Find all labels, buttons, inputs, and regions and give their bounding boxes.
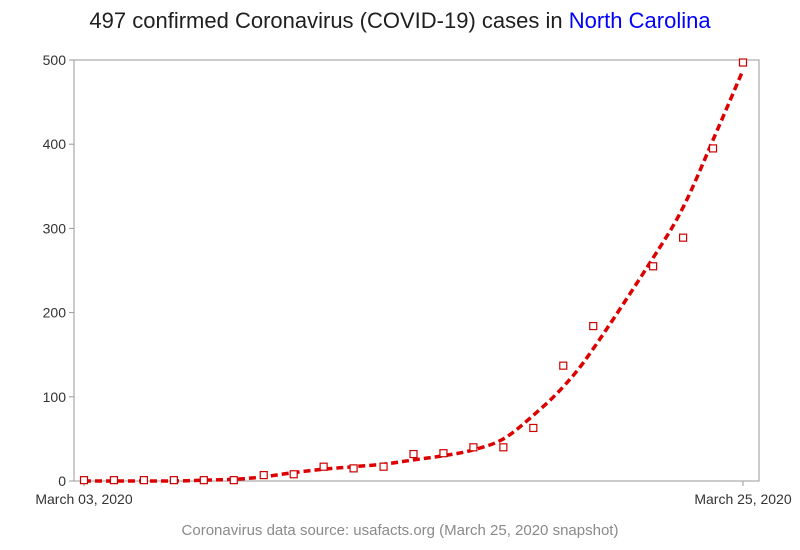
y-tick-label: 300 [43, 220, 67, 236]
data-point [229, 476, 238, 485]
data-point [678, 233, 688, 242]
data-point [589, 321, 598, 331]
data-point [379, 462, 388, 471]
y-tick-label: 0 [58, 473, 66, 489]
chart-title: 497 confirmed Coronavirus (COVID-19) cas… [0, 8, 800, 34]
data-point [499, 443, 508, 452]
chart-title-prefix: 497 confirmed Coronavirus (COVID-19) cas… [89, 8, 569, 33]
data-point [199, 476, 208, 485]
trend-line [84, 69, 745, 483]
data-source-note: Coronavirus data source: usafacts.org (M… [181, 522, 619, 539]
y-tick-label: 500 [43, 52, 67, 68]
data-point [259, 471, 268, 480]
data-points [79, 58, 748, 485]
x-tick-label: March 25, 2020 [694, 491, 791, 507]
data-point [469, 443, 478, 452]
data-point [559, 361, 568, 370]
y-tick-label: 400 [43, 136, 67, 152]
plot-frame [73, 59, 760, 482]
data-point [319, 462, 328, 471]
data-point [649, 262, 658, 271]
data-point [708, 144, 718, 153]
data-point [349, 464, 358, 473]
chart-title-state: North Carolina [568, 8, 711, 33]
data-point [289, 470, 298, 479]
data-point [169, 476, 178, 485]
y-tick-label: 100 [43, 389, 67, 405]
data-point [79, 476, 89, 485]
data-point [529, 423, 538, 433]
y-axis: 0 100 200 300 400 500 [43, 52, 74, 489]
data-point [109, 476, 119, 485]
x-tick-label: March 03, 2020 [35, 491, 132, 507]
data-point [738, 58, 748, 67]
y-tick-label: 200 [43, 305, 67, 321]
data-point [409, 449, 418, 459]
data-point [439, 449, 448, 458]
data-point [139, 476, 149, 485]
x-axis: March 03, 2020 March 25, 2020 [35, 481, 792, 507]
